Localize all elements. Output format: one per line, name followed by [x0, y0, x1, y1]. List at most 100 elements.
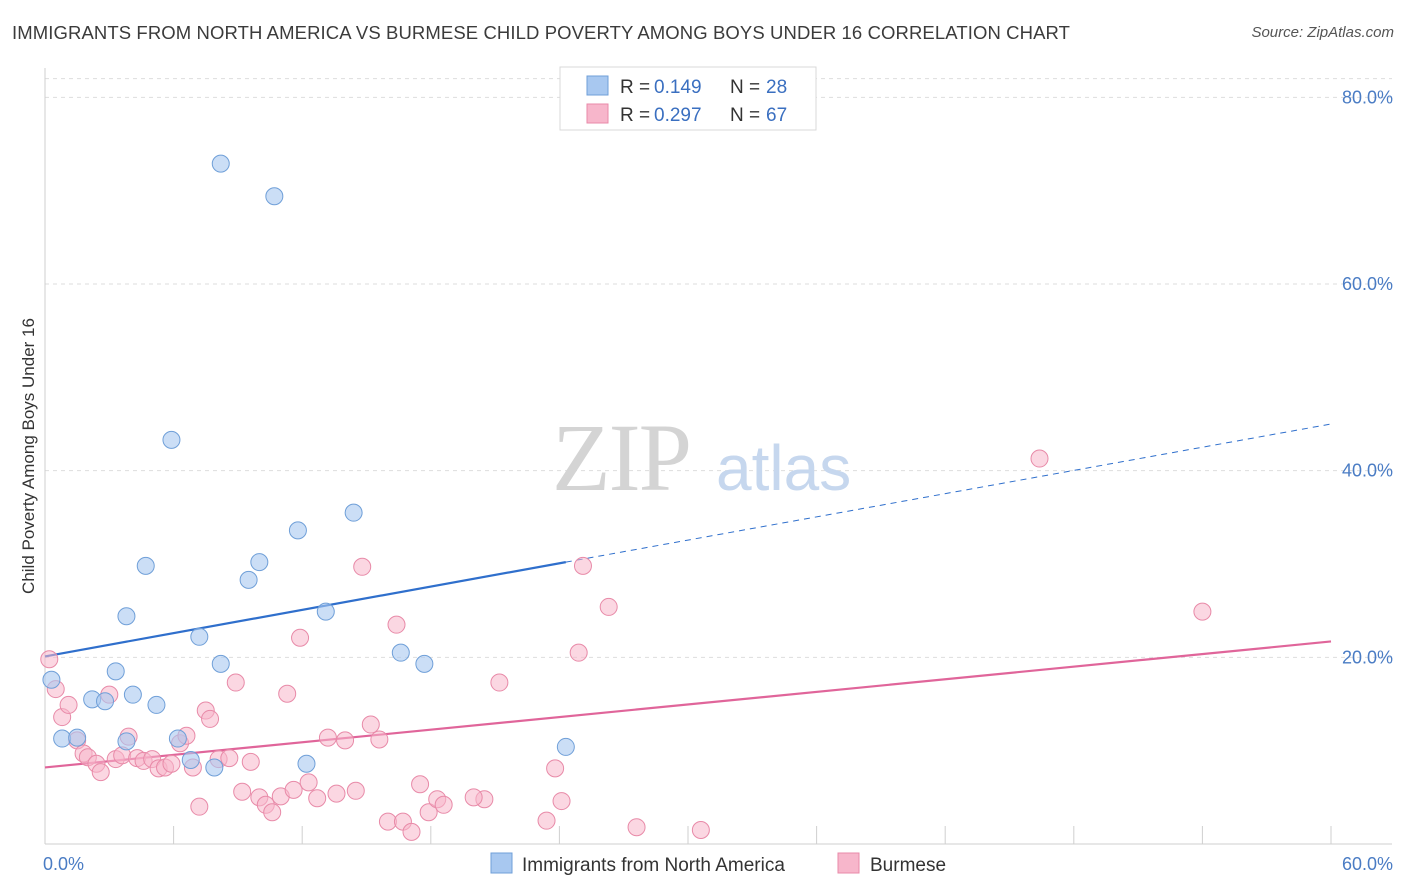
- data-point-immigrants-north-america: [190, 627, 209, 646]
- data-point-burmese: [201, 709, 220, 728]
- legend-bottom: Immigrants from North America Burmese: [490, 852, 946, 876]
- data-point-burmese: [241, 752, 260, 771]
- data-point-burmese: [691, 821, 710, 839]
- data-point-burmese: [1193, 602, 1212, 621]
- data-point-immigrants-north-america: [136, 556, 155, 575]
- legend-swatch-blue: [586, 75, 609, 96]
- data-point-burmese: [278, 684, 297, 703]
- legend-r-value-2: 0.297: [654, 105, 702, 126]
- data-point-burmese: [263, 803, 282, 822]
- data-point-burmese: [411, 775, 430, 794]
- data-point-immigrants-north-america: [53, 729, 72, 748]
- data-point-immigrants-north-america: [211, 654, 230, 673]
- data-point-burmese: [336, 731, 355, 750]
- gridlines: [45, 78, 1392, 658]
- data-point-immigrants-north-america: [297, 754, 316, 773]
- trend-lines: [44, 423, 1332, 769]
- data-point-burmese: [378, 812, 397, 831]
- data-point-burmese: [537, 811, 556, 830]
- data-point-immigrants-north-america: [316, 602, 335, 621]
- data-points: [40, 154, 1212, 841]
- data-point-immigrants-north-america: [205, 758, 224, 777]
- data-point-burmese: [318, 728, 337, 747]
- data-point-burmese: [233, 782, 252, 801]
- data-point-burmese: [490, 673, 509, 692]
- data-point-immigrants-north-america: [168, 729, 187, 748]
- y-tick-label: 80.0%: [1342, 87, 1393, 107]
- watermark-atlas: atlas: [716, 432, 851, 504]
- y-tick-label: 60.0%: [1342, 274, 1393, 294]
- data-point-immigrants-north-america: [117, 732, 136, 751]
- data-point-burmese: [226, 673, 245, 692]
- data-point-immigrants-north-america: [211, 154, 230, 173]
- y-axis-title: Child Poverty Among Boys Under 16: [19, 318, 38, 594]
- watermark-zip: ZIP: [552, 404, 690, 511]
- data-point-immigrants-north-america: [96, 692, 115, 711]
- legend-r-value-1: 0.149: [654, 77, 702, 98]
- data-point-burmese: [387, 615, 406, 634]
- data-point-burmese: [464, 788, 483, 807]
- legend-r-label-1: R =: [620, 77, 655, 98]
- data-point-burmese: [1030, 449, 1049, 468]
- data-point-burmese: [284, 780, 303, 799]
- legend-n-value-1: 28: [766, 77, 787, 98]
- tick-labels: 20.0% 40.0% 60.0% 80.0% 0.0% 60.0%: [43, 87, 1393, 874]
- legend-swatch-pink: [586, 103, 609, 124]
- data-point-burmese: [353, 557, 372, 576]
- legend-n-label-1: N =: [730, 77, 765, 98]
- data-point-immigrants-north-america: [162, 430, 181, 449]
- chart-title: IMMIGRANTS FROM NORTH AMERICA VS BURMESE…: [12, 22, 1071, 43]
- data-point-burmese: [402, 822, 421, 841]
- data-point-burmese: [419, 803, 438, 822]
- y-tick-label: 40.0%: [1342, 461, 1393, 481]
- data-point-burmese: [434, 795, 453, 814]
- y-tick-label: 20.0%: [1342, 647, 1393, 667]
- data-point-burmese: [346, 781, 365, 800]
- trend-line-extension-immigrants-north-america: [565, 423, 1332, 563]
- data-point-burmese: [370, 730, 389, 749]
- legend-r-label-2: R =: [620, 105, 655, 126]
- data-point-immigrants-north-america: [147, 695, 166, 714]
- data-point-immigrants-north-america: [181, 751, 200, 769]
- data-point-burmese: [162, 754, 181, 773]
- data-point-burmese: [573, 556, 592, 575]
- data-point-burmese: [291, 628, 310, 647]
- data-point-immigrants-north-america: [344, 503, 363, 522]
- data-point-burmese: [546, 759, 565, 778]
- data-point-burmese: [40, 650, 59, 669]
- legend-top: R = 0.149 N = 28 R = 0.297 N = 67: [559, 66, 817, 131]
- data-point-immigrants-north-america: [415, 654, 434, 673]
- trend-line-immigrants-north-america: [44, 561, 567, 658]
- legend-n-value-2: 67: [766, 105, 787, 126]
- data-point-burmese: [220, 749, 239, 768]
- data-point-immigrants-north-america: [42, 670, 61, 689]
- data-point-burmese: [599, 597, 618, 616]
- data-point-immigrants-north-america: [106, 662, 125, 681]
- trend-line-burmese: [44, 640, 1332, 769]
- data-point-burmese: [299, 773, 318, 792]
- data-point-burmese: [59, 695, 78, 714]
- data-point-immigrants-north-america: [250, 553, 269, 572]
- data-point-immigrants-north-america: [117, 607, 136, 626]
- x-tick-label-max: 60.0%: [1342, 854, 1393, 874]
- data-point-immigrants-north-america: [68, 728, 87, 747]
- data-point-immigrants-north-america: [123, 685, 142, 704]
- data-point-burmese: [627, 818, 646, 837]
- data-point-immigrants-north-america: [265, 187, 284, 206]
- legend-bottom-label-pink: Burmese: [870, 855, 946, 876]
- data-point-burmese: [190, 797, 209, 816]
- legend-n-label-2: N =: [730, 105, 765, 126]
- data-point-burmese: [91, 763, 110, 782]
- data-point-burmese: [361, 715, 380, 734]
- data-point-immigrants-north-america: [288, 521, 307, 540]
- x-tick-label-min: 0.0%: [43, 854, 84, 874]
- watermark: ZIP atlas: [552, 404, 851, 511]
- data-point-immigrants-north-america: [391, 643, 410, 662]
- data-point-immigrants-north-america: [556, 737, 575, 756]
- source-label: Source: ZipAtlas.com: [1251, 24, 1394, 41]
- data-point-burmese: [552, 792, 571, 811]
- legend-bottom-label-blue: Immigrants from North America: [522, 855, 785, 876]
- data-point-burmese: [308, 789, 327, 808]
- data-point-burmese: [327, 784, 346, 803]
